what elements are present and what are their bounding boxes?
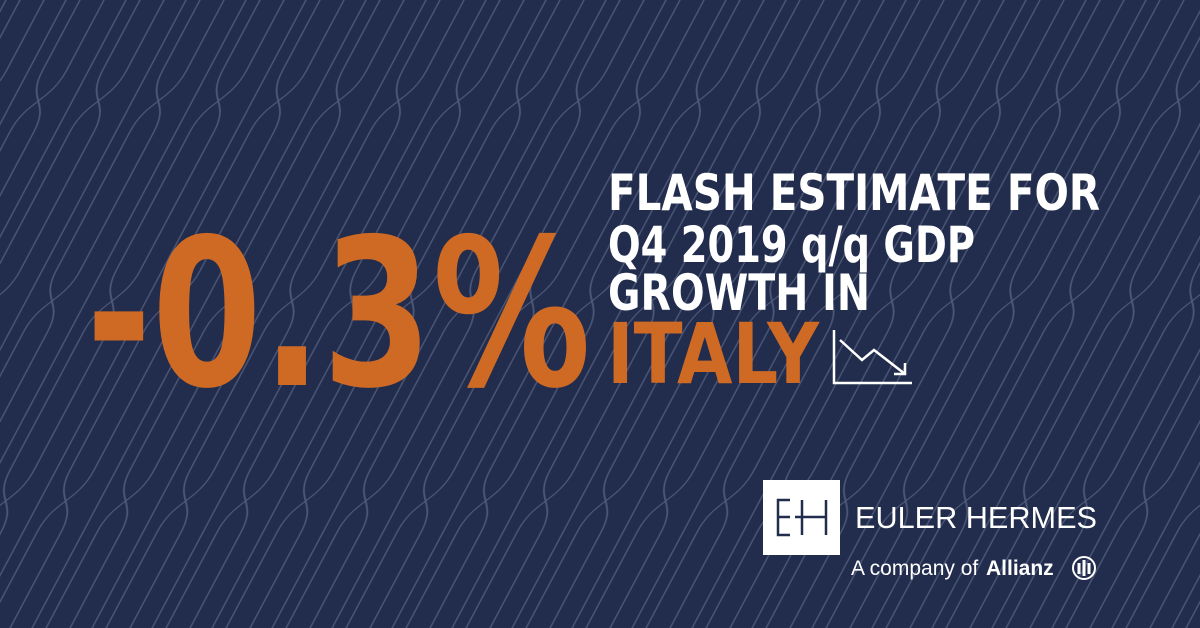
- big-figure: -0.3%: [86, 196, 591, 434]
- brand-name: EULER HERMES: [855, 500, 1097, 535]
- country: ITALY: [607, 305, 820, 403]
- decline-icon: [832, 330, 912, 385]
- brand-tagline: A company of: [851, 557, 978, 580]
- headline-line: Q4 2019 q/q GDP: [608, 216, 975, 274]
- parent-logo: [1072, 556, 1096, 580]
- parent-name: Allianz: [986, 557, 1054, 580]
- headline-line: FLASH ESTIMATE FOR: [608, 164, 1100, 222]
- logo-mark: [776, 498, 828, 537]
- headline-line: GROWTH IN: [608, 264, 870, 322]
